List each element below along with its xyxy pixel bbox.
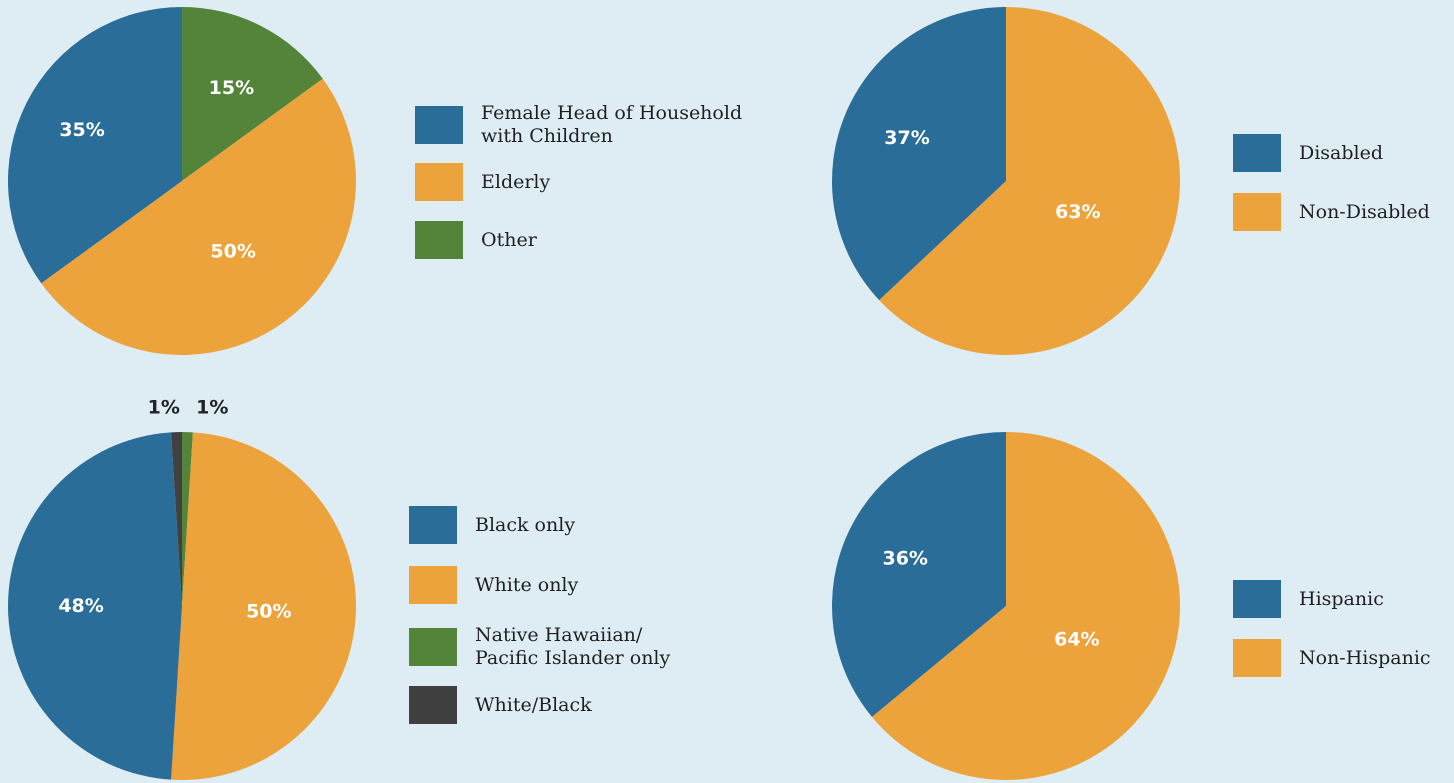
pie-slice-white-only xyxy=(171,432,356,780)
pie-slice-other xyxy=(182,7,323,181)
data-label-female-head-of-household-with-children: 35% xyxy=(59,119,104,141)
legend-swatch-native-hawaiian xyxy=(409,628,457,666)
data-label-disabled: 37% xyxy=(884,127,929,149)
legend-item-non-disabled: Non-Disabled xyxy=(1233,193,1430,231)
legend-swatch-hispanic xyxy=(1233,580,1281,618)
ethnicity-legend: Hispanic Non-Hispanic xyxy=(1233,580,1448,680)
data-label-other: 15% xyxy=(209,77,254,99)
race-pie-chart: 48% 50% 1% 1% xyxy=(7,397,356,780)
data-label-non-hispanic: 64% xyxy=(1054,628,1099,650)
data-label-non-disabled: 63% xyxy=(1055,201,1100,223)
pie-slice-non-hispanic xyxy=(871,432,1180,780)
legend-item-black-only: Black only xyxy=(409,506,575,544)
legend-label-black-only: Black only xyxy=(475,513,576,536)
data-label-white-black: 1% xyxy=(148,397,180,419)
legend-label-disabled: Disabled xyxy=(1299,141,1384,164)
legend-swatch-white-only xyxy=(409,566,457,604)
pie-slice-white-black xyxy=(171,432,182,606)
pie-slice-elderly xyxy=(41,78,356,355)
legend-label-non-disabled: Non-Disabled xyxy=(1299,200,1430,223)
legend-label-white-only: White only xyxy=(475,573,579,596)
pie-slice-female-head-of-household-with-children xyxy=(8,7,182,284)
disability-status-legend: Disabled Non-Disabled xyxy=(1233,134,1448,234)
data-label-elderly: 50% xyxy=(210,240,255,262)
disability-status-pie-chart: 37% 63% xyxy=(832,7,1180,355)
legend-label-elderly: Elderly xyxy=(481,170,551,193)
legend-item-native-hawaiian: Native Hawaiian/ Pacific Islander only xyxy=(409,624,670,670)
legend-item-disabled: Disabled xyxy=(1233,134,1383,172)
legend-item-hispanic: Hispanic xyxy=(1233,580,1384,618)
legend-item-non-hispanic: Non-Hispanic xyxy=(1233,639,1431,677)
legend-item-elderly: Elderly xyxy=(415,163,550,201)
ethnicity-pie-chart: 36% 64% xyxy=(832,432,1180,780)
data-label-hispanic: 36% xyxy=(882,548,927,570)
pie-slice-disabled xyxy=(832,7,1006,301)
pie-slice-hispanic xyxy=(832,432,1006,717)
data-label-black-only: 48% xyxy=(58,595,103,617)
legend-label-other: Other xyxy=(481,228,537,251)
legend-label-white-black: White/Black xyxy=(475,693,592,716)
legend-item-white-only: White only xyxy=(409,566,578,604)
race-legend: Black only White only Native Hawaiian/ P… xyxy=(409,506,739,726)
legend-swatch-female-head xyxy=(415,106,463,144)
data-label-native-hawaiian-pacific-islander-only: 1% xyxy=(196,397,228,419)
pie-slice-non-disabled xyxy=(879,7,1180,355)
legend-swatch-black-only xyxy=(409,506,457,544)
legend-swatch-other xyxy=(415,221,463,259)
legend-label-non-hispanic: Non-Hispanic xyxy=(1299,646,1431,669)
pie-slice-black-only xyxy=(7,432,183,780)
household-type-pie-chart: 35% 50% 15% xyxy=(8,7,356,355)
pie-slice-native-hawaiian-pacific-islander-only xyxy=(182,432,193,606)
legend-label-native-hawaiian: Native Hawaiian/ Pacific Islander only xyxy=(475,624,671,669)
legend-swatch-non-hispanic xyxy=(1233,639,1281,677)
legend-swatch-non-disabled xyxy=(1233,193,1281,231)
legend-item-white-black: White/Black xyxy=(409,686,592,724)
legend-swatch-disabled xyxy=(1233,134,1281,172)
household-type-legend: Female Head of Household with Children E… xyxy=(415,96,775,276)
legend-label-hispanic: Hispanic xyxy=(1299,587,1384,610)
legend-label-female-head: Female Head of Household with Children xyxy=(481,102,743,147)
legend-swatch-white-black xyxy=(409,686,457,724)
legend-item-female-head: Female Head of Household with Children xyxy=(415,102,742,148)
legend-swatch-elderly xyxy=(415,163,463,201)
legend-item-other: Other xyxy=(415,221,537,259)
data-label-white-only: 50% xyxy=(246,600,291,622)
